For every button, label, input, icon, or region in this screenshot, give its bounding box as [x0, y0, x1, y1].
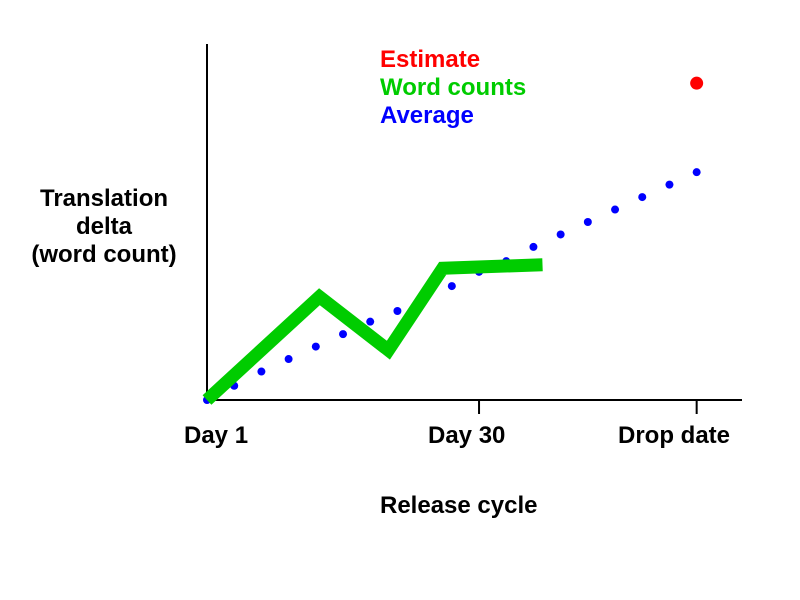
- average-point-17: [692, 168, 701, 177]
- average-point-2: [257, 367, 266, 376]
- legend-estimate: Estimate: [380, 46, 481, 73]
- average-point-5: [339, 330, 348, 339]
- average-point-6: [366, 317, 375, 326]
- legend-average: Average: [380, 102, 474, 129]
- average-point-13: [583, 218, 592, 226]
- average-point-7: [393, 307, 402, 315]
- average-point-14: [611, 205, 620, 214]
- y-axis-label: Translation delta (word count): [14, 185, 194, 269]
- average-point-4: [311, 342, 320, 351]
- x-tick-label-drop-date: Drop date: [618, 422, 731, 449]
- legend-word-counts: Word counts: [380, 74, 527, 101]
- average-point-15: [638, 193, 647, 202]
- x-tick-label-day-30: Day 30: [428, 422, 506, 449]
- estimate-point-0: [690, 76, 704, 90]
- average-point-16: [665, 180, 674, 189]
- x-axis-label: Release cycle: [380, 492, 538, 519]
- y-axis-label-line-2: delta: [75, 213, 132, 240]
- average-point-12: [556, 230, 565, 239]
- x-tick-label-day-1: Day 1: [184, 422, 249, 449]
- average-point-3: [284, 355, 293, 364]
- x-ticks: [478, 400, 698, 414]
- y-axis-label-line-1: Translation: [39, 185, 169, 212]
- average-point-8: [447, 282, 456, 291]
- average-point-11: [529, 242, 538, 251]
- y-axis-label-line-3: (word count): [31, 241, 177, 268]
- chart-marks: [202, 76, 704, 405]
- word-counts-line: [202, 258, 543, 405]
- legend: Estimate Word counts Average: [380, 46, 526, 130]
